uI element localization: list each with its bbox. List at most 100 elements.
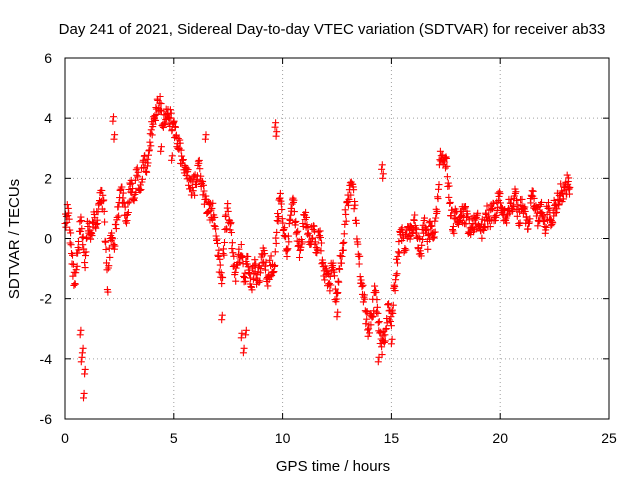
data-point xyxy=(311,238,319,246)
data-point xyxy=(199,178,207,186)
data-point xyxy=(401,245,409,252)
data-point xyxy=(228,239,236,247)
data-point xyxy=(350,205,358,213)
data-point xyxy=(303,213,310,221)
data-point xyxy=(279,219,287,227)
data-point xyxy=(222,211,230,219)
data-point xyxy=(338,253,346,260)
data-point xyxy=(85,219,93,227)
data-point xyxy=(138,175,146,183)
data-point xyxy=(302,208,310,216)
data-point xyxy=(81,264,89,272)
data-point xyxy=(221,239,228,246)
data-point xyxy=(424,245,432,253)
y-tick-label: 6 xyxy=(44,50,52,66)
data-point xyxy=(490,200,497,207)
data-point xyxy=(206,201,213,208)
data-point xyxy=(62,223,70,231)
data-point xyxy=(174,135,182,142)
data-point xyxy=(331,272,338,280)
data-point xyxy=(123,217,131,224)
data-point xyxy=(385,300,393,308)
data-point xyxy=(549,219,557,227)
data-point-outlier xyxy=(157,143,165,151)
data-point xyxy=(248,286,256,294)
data-point xyxy=(178,152,186,160)
data-point xyxy=(326,287,334,295)
data-point xyxy=(373,308,380,316)
data-point xyxy=(294,227,302,235)
data-point xyxy=(335,278,343,286)
data-point xyxy=(326,272,334,280)
data-point xyxy=(521,207,529,215)
data-point-outlier xyxy=(333,313,341,321)
data-point xyxy=(340,238,348,246)
data-point xyxy=(430,233,438,241)
data-point xyxy=(211,213,219,221)
data-point xyxy=(77,217,85,224)
data-point xyxy=(387,322,395,330)
data-point xyxy=(446,198,454,206)
data-point xyxy=(183,164,191,172)
data-point xyxy=(148,131,156,139)
data-point xyxy=(342,210,350,218)
data-point xyxy=(551,209,559,217)
data-point xyxy=(541,223,549,230)
x-tick-label: 5 xyxy=(170,430,178,446)
data-point xyxy=(309,234,317,242)
data-point-outlier xyxy=(80,394,87,402)
data-point xyxy=(355,260,363,268)
data-point xyxy=(67,241,75,249)
data-point-outlier xyxy=(76,331,84,339)
data-point xyxy=(503,219,511,227)
data-point xyxy=(553,205,561,213)
data-point xyxy=(94,220,102,227)
data-point xyxy=(214,239,221,247)
data-point xyxy=(88,232,96,240)
data-point xyxy=(242,277,249,285)
data-point xyxy=(443,173,451,181)
data-point xyxy=(530,194,538,202)
data-point xyxy=(382,325,390,332)
data-point xyxy=(381,331,389,339)
data-point-outlier xyxy=(218,316,226,324)
data-point-outlier xyxy=(109,117,117,125)
data-point xyxy=(428,222,436,230)
data-point xyxy=(266,273,274,281)
data-point xyxy=(166,106,174,114)
y-tick-label: -4 xyxy=(40,351,53,367)
data-point xyxy=(321,276,329,284)
data-point xyxy=(105,262,113,270)
data-point xyxy=(464,213,472,221)
data-point xyxy=(492,211,500,219)
data-point xyxy=(442,154,450,162)
data-point xyxy=(372,288,380,296)
data-point xyxy=(176,139,184,147)
data-point xyxy=(118,183,126,191)
data-point xyxy=(106,253,114,261)
data-point xyxy=(71,280,79,288)
data-point xyxy=(341,220,349,228)
data-point xyxy=(358,283,366,291)
data-point xyxy=(167,109,175,117)
data-point-outlier xyxy=(378,165,386,173)
data-point xyxy=(526,215,534,223)
data-point xyxy=(368,313,376,321)
data-point xyxy=(262,266,269,274)
data-point xyxy=(290,208,298,216)
data-point-outlier xyxy=(202,131,210,139)
data-point xyxy=(83,234,91,242)
data-point xyxy=(445,193,453,201)
data-point xyxy=(374,309,382,317)
data-point xyxy=(296,254,303,261)
data-point xyxy=(433,207,441,215)
data-point xyxy=(442,164,449,172)
data-point xyxy=(113,213,121,221)
data-point xyxy=(339,246,347,254)
data-point xyxy=(566,190,573,198)
data-point xyxy=(419,236,427,243)
data-point xyxy=(361,295,369,303)
data-point xyxy=(435,181,443,189)
data-point xyxy=(124,199,132,207)
data-point xyxy=(374,319,382,327)
